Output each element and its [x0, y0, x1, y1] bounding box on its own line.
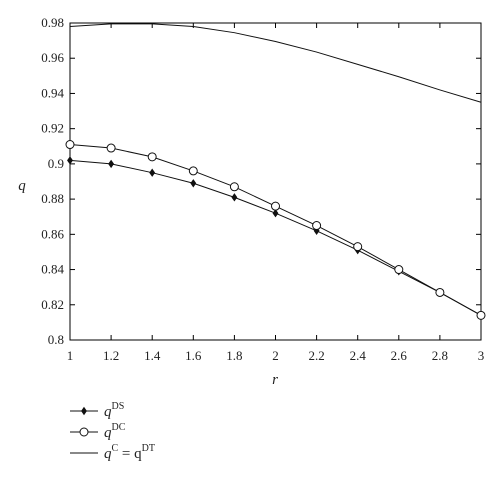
- y-tick-label: 0.8: [48, 332, 64, 347]
- legend-label-superscript: C: [112, 443, 119, 454]
- x-tick-label: 1.8: [226, 348, 242, 363]
- data-point: [108, 159, 115, 169]
- x-tick-label: 1.6: [185, 348, 202, 363]
- data-point: [231, 193, 238, 202]
- data-point: [272, 209, 279, 218]
- x-tick-label: 2.6: [391, 348, 408, 363]
- y-tick-labels: 0.8 0.82 0.84 0.86 0.88 0.9 0.92 0.94 0.96 0.98: [41, 15, 64, 347]
- series-2: [69, 23, 482, 103]
- data-point: [67, 156, 73, 165]
- x-tick-label: 2: [272, 348, 279, 363]
- y-tick-label: 0.94: [41, 85, 64, 100]
- data-point: [271, 201, 280, 211]
- legend-label-superscript: DC: [112, 422, 126, 433]
- legend-label-base: q: [104, 425, 112, 441]
- y-tick-label: 0.86: [41, 226, 64, 241]
- legend-label-equals: = q: [118, 446, 142, 462]
- data-point: [188, 166, 198, 176]
- data-point: [81, 406, 87, 416]
- series-line: [69, 23, 482, 103]
- data-point: [435, 287, 445, 297]
- y-tick-label: 0.98: [41, 15, 64, 30]
- data-point: [190, 179, 197, 188]
- x-tick-label: 2.2: [308, 348, 324, 363]
- y-tick-label: 0.9: [48, 156, 64, 171]
- y-tick-label: 0.84: [41, 262, 64, 277]
- x-tick-labels: 1 1.2 1.4 1.6 1.8 2 2.2 2.4 2.6 2.8 3: [67, 348, 485, 363]
- y-tick-label: 0.96: [41, 50, 64, 65]
- legend-label-superscript: DS: [112, 401, 125, 412]
- y-axis-label: q: [18, 178, 26, 194]
- legend-label: qDS: [104, 401, 124, 420]
- data-point: [476, 310, 486, 320]
- legend-item: qDC: [70, 422, 126, 441]
- y-tick-label: 0.82: [41, 297, 64, 312]
- data-point: [65, 140, 75, 150]
- y-tick-label: 0.88: [41, 191, 64, 206]
- x-axis-label: r: [272, 372, 278, 388]
- data-point: [353, 242, 363, 252]
- x-tick-label: 1.2: [103, 348, 119, 363]
- legend-label-base: q: [104, 446, 112, 462]
- x-tick-label: 3: [478, 348, 485, 363]
- legend-label-superscript: DT: [142, 443, 155, 454]
- data-point: [106, 143, 116, 153]
- plot-area: [69, 22, 482, 341]
- y-tick-label: 0.92: [41, 121, 64, 136]
- x-tick-label: 2.4: [350, 348, 367, 363]
- legend-item: qDS: [70, 401, 124, 420]
- series-group: [65, 23, 486, 320]
- x-tick-label: 2.8: [432, 348, 448, 363]
- data-point: [394, 265, 404, 275]
- data-point: [147, 152, 157, 162]
- legend-label: qC = qDT: [104, 443, 155, 462]
- data-point: [149, 168, 156, 177]
- legend-label: qDC: [104, 422, 126, 441]
- x-tick-label: 1.4: [144, 348, 161, 363]
- data-point: [229, 182, 239, 192]
- x-tick-label: 1: [67, 348, 74, 363]
- series-1: [65, 140, 486, 320]
- legend-item: qC = qDT: [70, 443, 155, 462]
- data-point: [79, 427, 89, 437]
- legend-label-base: q: [104, 404, 112, 420]
- data-point: [312, 221, 322, 231]
